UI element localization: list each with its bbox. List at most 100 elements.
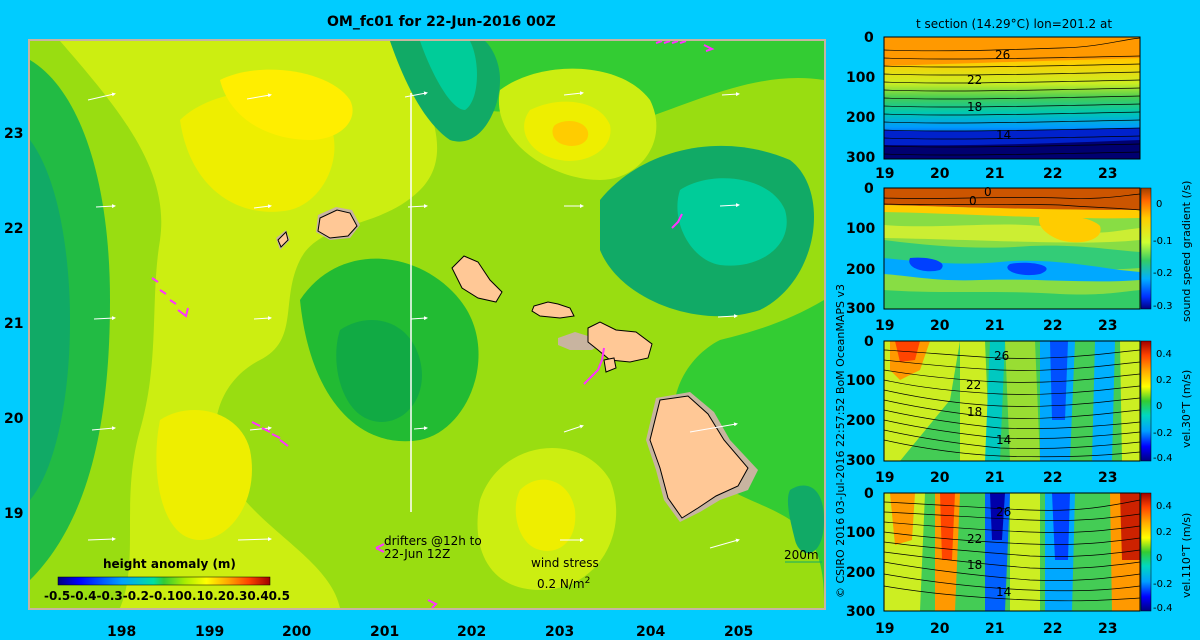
colorbar-tick: -0.1 xyxy=(149,589,176,603)
p2-contour-label: 0 xyxy=(984,185,992,199)
p2-x-tick: 21 xyxy=(985,318,1005,334)
colorbar-tick: 0 xyxy=(175,589,184,603)
p2-cb-label: sound speed gradient (/s) xyxy=(1180,180,1193,322)
colorbar-tick: 0.1 xyxy=(183,589,205,603)
p4-x-tick: 23 xyxy=(1098,621,1118,637)
drifters-label-1: drifters @12h to xyxy=(384,534,482,548)
section-panel-2 xyxy=(883,187,1152,310)
p1-contour-label: 26 xyxy=(995,48,1011,62)
p4-cb-tick: 0.2 xyxy=(1156,527,1172,538)
p3-x-tick: 23 xyxy=(1098,470,1118,486)
colorbar-tick: -0.5 xyxy=(44,589,71,603)
p3-contour-label: 18 xyxy=(967,405,983,419)
p3-x-tick: 22 xyxy=(1043,470,1063,486)
p1-y-tick: 200 xyxy=(846,110,876,126)
credit: © CSIRO 2016 03-Jul-2016 22:57:52 BoM Oc… xyxy=(834,284,847,598)
colorbar-tick: 0.3 xyxy=(226,589,248,603)
map-y-tick: 19 xyxy=(4,506,24,522)
p3-contour-label: 26 xyxy=(994,349,1010,363)
p4-x-tick: 20 xyxy=(930,621,950,637)
map-title: OM_fc01 for 22-Jun-2016 00Z xyxy=(327,14,556,30)
colorbar-title: height anomaly (m) xyxy=(103,557,236,571)
p4-x-tick: 22 xyxy=(1043,621,1063,637)
p2-y-tick: 200 xyxy=(846,262,876,278)
p4-x-tick: 21 xyxy=(985,621,1005,637)
p4-y-tick: 0 xyxy=(864,486,874,502)
p1-x-tick: 21 xyxy=(985,166,1005,182)
wind-stress-superscript: 2 xyxy=(584,576,591,586)
p4-contour-label: 18 xyxy=(967,558,983,572)
p2-x-tick: 23 xyxy=(1098,318,1118,334)
drifter-tracks xyxy=(151,41,715,608)
section-panel-4 xyxy=(883,492,1152,612)
p2-y-tick: 300 xyxy=(846,301,876,317)
p4-y-tick: 100 xyxy=(846,525,876,541)
p3-cb-tick: 0.2 xyxy=(1156,375,1172,386)
p2-y-tick: 0 xyxy=(864,181,874,197)
p3-x-tick: 19 xyxy=(875,470,895,486)
p3-cb-tick: -0.4 xyxy=(1153,453,1173,464)
map-x-tick: 204 xyxy=(636,624,666,640)
p4-cb-tick: -0.4 xyxy=(1153,603,1173,614)
p1-contour-label: 14 xyxy=(996,128,1012,142)
wind-stress-unit: 0.2 N/m xyxy=(537,577,585,591)
p3-y-tick: 0 xyxy=(864,334,874,350)
colorbar-tick: -0.4 xyxy=(70,589,97,603)
p4-cb-label: vel.110°T (m/s) xyxy=(1180,512,1193,598)
p4-cb-tick: -0.2 xyxy=(1153,579,1173,590)
p4-y-tick: 200 xyxy=(846,565,876,581)
p1-x-tick: 23 xyxy=(1098,166,1118,182)
p4-contour-label: 26 xyxy=(996,505,1012,519)
p2-x-tick: 20 xyxy=(930,318,950,334)
colorbar-tick: -0.2 xyxy=(122,589,149,603)
colorbar-tick: 0.2 xyxy=(204,589,227,603)
map-x-tick: 205 xyxy=(724,624,754,640)
p2-cb-tick: -0.1 xyxy=(1153,236,1173,247)
colorbar-tick: -0.3 xyxy=(96,589,123,603)
drifters-label-2: 22-Jun 12Z xyxy=(384,547,451,561)
p1-x-tick: 22 xyxy=(1043,166,1063,182)
map-y-tick: 22 xyxy=(4,221,24,237)
p2-y-tick: 100 xyxy=(846,221,876,237)
p3-contour-label: 22 xyxy=(966,378,982,392)
p2-cb-tick: -0.3 xyxy=(1153,301,1173,312)
p3-cb-label: vel.30°T (m/s) xyxy=(1180,369,1193,448)
map-x-tick: 199 xyxy=(195,624,225,640)
p2-x-tick: 19 xyxy=(875,318,895,334)
p3-y-tick: 300 xyxy=(846,453,876,469)
p1-y-tick: 100 xyxy=(846,70,876,86)
colorbar-ticks: -0.5 -0.4 -0.3 -0.2 -0.1 0 0.1 0.2 0.3 0… xyxy=(44,589,290,603)
p3-x-tick: 20 xyxy=(930,470,950,486)
colorbar-tick: 0.4 xyxy=(247,589,269,603)
height-anomaly-field xyxy=(30,41,824,608)
p2-x-tick: 22 xyxy=(1043,318,1063,334)
section-title: t section (14.29°C) lon=201.2 at xyxy=(916,17,1113,31)
p4-x-tick: 19 xyxy=(875,621,895,637)
map-y-tick: 21 xyxy=(4,316,24,332)
p3-y-tick: 200 xyxy=(846,413,876,429)
p2-contour-label: 0 xyxy=(969,194,977,208)
map-x-tick: 200 xyxy=(282,624,312,640)
p3-contour-label: 14 xyxy=(996,433,1012,447)
p1-contour-label: 22 xyxy=(967,73,983,87)
p3-y-tick: 100 xyxy=(846,373,876,389)
p1-x-tick: 20 xyxy=(930,166,950,182)
map-x-tick: 202 xyxy=(457,624,487,640)
p2-cb-tick: -0.2 xyxy=(1153,268,1173,279)
p2-cb-tick: 0 xyxy=(1156,199,1163,210)
wind-stress-value: 0.2 N/m2 xyxy=(537,576,590,591)
map-panel xyxy=(28,39,826,610)
map-y-tick: 20 xyxy=(4,411,24,427)
map-x-tick: 201 xyxy=(370,624,400,640)
p1-y-tick: 300 xyxy=(846,150,876,166)
p4-contour-label: 22 xyxy=(967,532,983,546)
p3-cb-tick: -0.2 xyxy=(1153,428,1173,439)
map-y-tick: 23 xyxy=(4,126,24,142)
p3-cb-tick: 0.4 xyxy=(1156,349,1172,360)
map-x-tick: 203 xyxy=(545,624,575,640)
p1-y-tick: 0 xyxy=(864,30,874,46)
islands xyxy=(276,207,758,522)
p4-contour-label: 14 xyxy=(996,585,1012,599)
map-x-tick: 198 xyxy=(107,624,137,640)
